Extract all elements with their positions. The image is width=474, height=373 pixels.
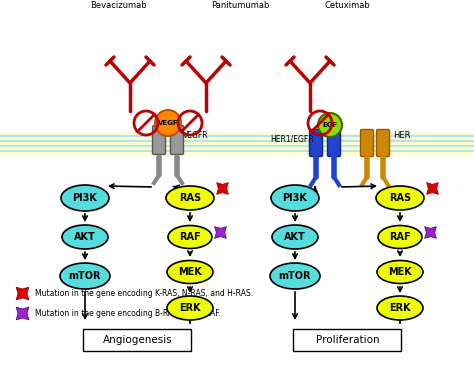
Text: PI3K: PI3K: [283, 193, 308, 203]
Circle shape: [318, 113, 342, 137]
FancyBboxPatch shape: [83, 329, 191, 351]
FancyBboxPatch shape: [376, 129, 390, 157]
Text: RAS: RAS: [179, 193, 201, 203]
Ellipse shape: [272, 225, 318, 249]
Text: ERK: ERK: [179, 303, 201, 313]
Text: Mutation in the gene encoding K-RAS, N-RAS, and H-RAS.: Mutation in the gene encoding K-RAS, N-R…: [35, 288, 253, 298]
Text: mTOR: mTOR: [279, 271, 311, 281]
Bar: [0, 133, 474, 155]
Text: Panitumumab: Panitumumab: [211, 0, 269, 9]
Ellipse shape: [60, 263, 110, 289]
FancyBboxPatch shape: [153, 125, 165, 154]
Text: mTOR: mTOR: [69, 271, 101, 281]
Ellipse shape: [61, 185, 109, 211]
Text: EGF: EGF: [322, 122, 337, 128]
Text: RAF: RAF: [389, 232, 411, 242]
Ellipse shape: [271, 185, 319, 211]
Circle shape: [155, 110, 181, 136]
Ellipse shape: [376, 186, 424, 210]
Ellipse shape: [378, 226, 422, 248]
Text: ERK: ERK: [389, 303, 411, 313]
Text: MEK: MEK: [178, 267, 202, 277]
Text: VEGFR: VEGFR: [183, 131, 209, 140]
Text: VEGF: VEGF: [158, 120, 178, 126]
Ellipse shape: [166, 186, 214, 210]
Text: RAS: RAS: [389, 193, 411, 203]
Text: AKT: AKT: [284, 232, 306, 242]
Ellipse shape: [167, 296, 213, 320]
FancyBboxPatch shape: [328, 129, 340, 157]
Ellipse shape: [167, 260, 213, 283]
Text: HER1/EGFR: HER1/EGFR: [270, 135, 314, 144]
Text: Proliferation: Proliferation: [316, 335, 379, 345]
Ellipse shape: [62, 225, 108, 249]
Text: AKT: AKT: [74, 232, 96, 242]
Text: Angiogenesis: Angiogenesis: [103, 335, 173, 345]
FancyBboxPatch shape: [171, 125, 183, 154]
Text: RAF: RAF: [179, 232, 201, 242]
Text: HER: HER: [393, 131, 410, 140]
FancyBboxPatch shape: [293, 329, 401, 351]
Text: PI3K: PI3K: [73, 193, 98, 203]
Text: Mutation in the gene encoding B-RAF and C-RAF.: Mutation in the gene encoding B-RAF and …: [35, 308, 221, 317]
Text: Cetuximab: Cetuximab: [325, 0, 371, 9]
Ellipse shape: [377, 260, 423, 283]
Ellipse shape: [270, 263, 320, 289]
FancyBboxPatch shape: [361, 129, 374, 157]
Ellipse shape: [168, 226, 212, 248]
Text: Bevacizumab: Bevacizumab: [90, 0, 146, 9]
Text: MEK: MEK: [388, 267, 412, 277]
Ellipse shape: [377, 296, 423, 320]
FancyBboxPatch shape: [310, 129, 322, 157]
